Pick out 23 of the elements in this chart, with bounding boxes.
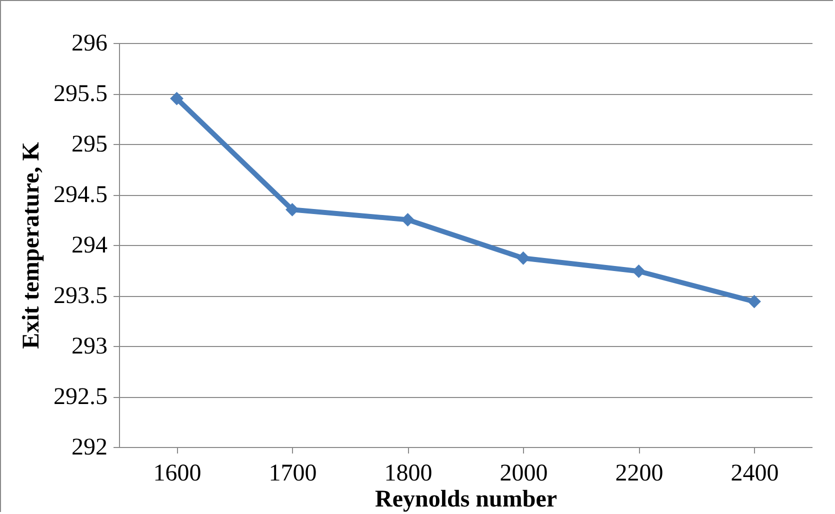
y-tick-label: 295 xyxy=(72,132,108,158)
x-tick-label: 1800 xyxy=(384,460,432,486)
y-tick-label: 295.5 xyxy=(54,81,108,107)
y-axis-title: Exit temperature, K xyxy=(18,142,44,349)
y-tick-label: 292.5 xyxy=(54,384,108,410)
y-tick-label: 293 xyxy=(72,334,108,360)
x-tick-label: 1700 xyxy=(268,460,317,486)
x-tick-label: 2200 xyxy=(615,460,664,486)
point xyxy=(170,92,184,106)
point xyxy=(401,213,414,226)
point xyxy=(748,294,761,308)
point xyxy=(286,202,299,216)
y-tick-label: 293.5 xyxy=(54,283,108,309)
y-tick-label: 292 xyxy=(72,434,108,460)
y-tick-label: 296 xyxy=(72,30,108,56)
x-axis-title: Reynolds number xyxy=(374,486,558,512)
y-tick-label: 294 xyxy=(72,232,108,258)
point xyxy=(516,251,530,265)
x-tick-label: 2400 xyxy=(730,460,779,486)
x-tick-label: 1600 xyxy=(153,460,202,486)
x-tick-label: 2000 xyxy=(500,460,548,486)
point xyxy=(632,264,646,278)
y-tick-label: 294.5 xyxy=(54,182,108,208)
